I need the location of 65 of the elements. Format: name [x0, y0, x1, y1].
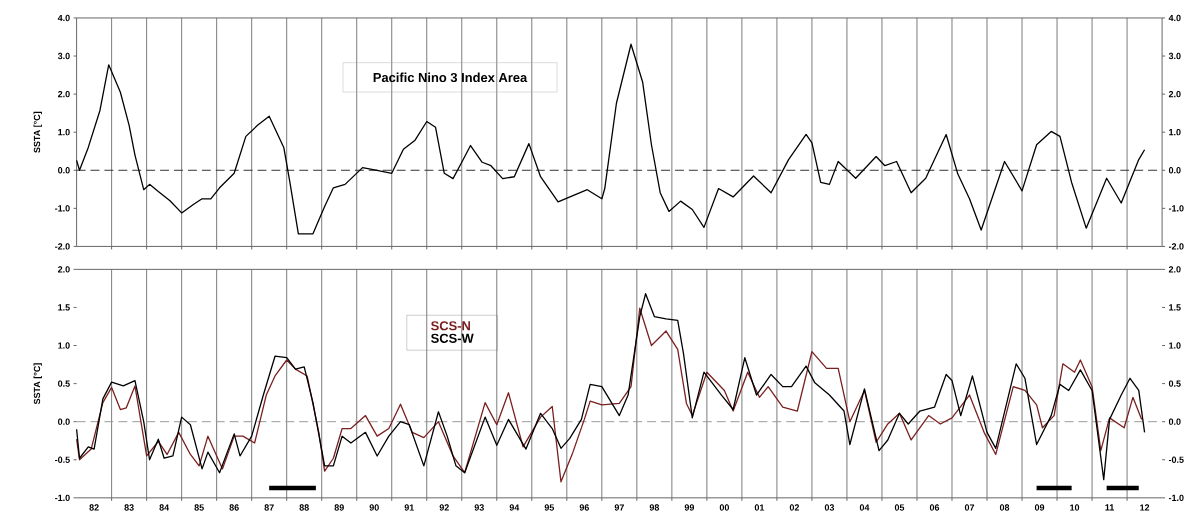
x-tick-label: 05	[894, 504, 905, 511]
x-tick-label: 95	[544, 504, 555, 511]
x-tick-label: 06	[929, 504, 940, 511]
y2-tick-label: 2.0	[1168, 266, 1181, 273]
x-tick-label: 09	[1034, 504, 1045, 511]
x-tick-label: 01	[754, 504, 765, 511]
y-tick-label: -0.5	[55, 456, 70, 464]
x-tick-label: 90	[369, 504, 379, 511]
x-tick-label: 08	[999, 504, 1010, 511]
y2-tick-label: 1.0	[1169, 129, 1181, 136]
x-tick-label: 07	[964, 504, 975, 511]
y2-tick-label: -2.0	[1168, 243, 1184, 250]
x-tick-label: 98	[649, 504, 660, 511]
y2-tick-label: 4.0	[1168, 14, 1181, 22]
x-tick-label: 11	[1105, 504, 1115, 511]
y-tick-label: 4.0	[57, 14, 70, 22]
x-tick-label: 88	[299, 504, 309, 511]
y-tick-label: -1.0	[55, 494, 70, 502]
x-tick-label: 84	[159, 504, 170, 511]
y2-tick-label: -1.0	[1168, 494, 1184, 502]
y-tick-label: 1.0	[58, 129, 70, 136]
x-tick-label: 10	[1070, 504, 1080, 511]
text: SCS-N	[431, 321, 470, 331]
x-tick-label: 89	[334, 504, 344, 511]
x-tick-label: 86	[229, 504, 239, 511]
y-tick-label: 1.0	[58, 342, 70, 349]
y-tick-label: 2.0	[57, 266, 70, 273]
x-tick-label: 92	[439, 504, 449, 511]
y2-tick-label: 1.0	[1169, 342, 1181, 349]
x-tick-label: 03	[824, 504, 835, 511]
x-tick-label: 97	[614, 504, 624, 511]
y-tick-label: -1.0	[55, 205, 70, 212]
x-tick-label: 12	[1140, 504, 1150, 511]
y2-tick-label: -0.5	[1168, 456, 1184, 464]
x-tick-label: 99	[684, 504, 695, 511]
y2-tick-label: 0.0	[1168, 418, 1181, 425]
y-tick-label: 2.0	[57, 91, 70, 98]
x-tick-label: 04	[859, 504, 870, 511]
x-tick-label: 93	[474, 504, 484, 511]
y-tick-label: 1.5	[58, 304, 70, 311]
x-tick-label: 82	[89, 504, 99, 511]
y2-tick-label: 0.0	[1168, 167, 1181, 174]
y-tick-label: 0.0	[58, 418, 70, 425]
x-tick-label: 87	[264, 504, 274, 511]
y-tick-label: 3.0	[57, 52, 70, 60]
y-axis-title: SSTA [°C]	[33, 363, 42, 405]
y-tick-label: 0.5	[58, 380, 70, 387]
y2-tick-label: 2.0	[1168, 91, 1181, 98]
y2-tick-label: -1.0	[1168, 205, 1184, 212]
text: SCS-W	[431, 333, 474, 343]
x-tick-label: 96	[579, 504, 589, 511]
text: Pacific Nino 3 Index Area	[373, 72, 528, 83]
y2-tick-label: 3.0	[1168, 52, 1181, 60]
x-tick-label: 94	[509, 504, 520, 511]
x-tick-label: 83	[124, 504, 134, 511]
y-tick-label: -2.0	[55, 243, 70, 250]
x-tick-label: 02	[789, 504, 800, 511]
y2-tick-label: 0.5	[1168, 380, 1181, 387]
x-tick-label: 00	[719, 504, 729, 511]
x-tick-label: 85	[194, 504, 204, 511]
y-tick-label: 0.0	[58, 167, 70, 174]
line-series	[75, 43, 1146, 235]
y-axis-title: SSTA [°C]	[33, 111, 42, 153]
y2-tick-label: 1.5	[1169, 304, 1181, 311]
x-tick-label: 91	[404, 504, 414, 511]
